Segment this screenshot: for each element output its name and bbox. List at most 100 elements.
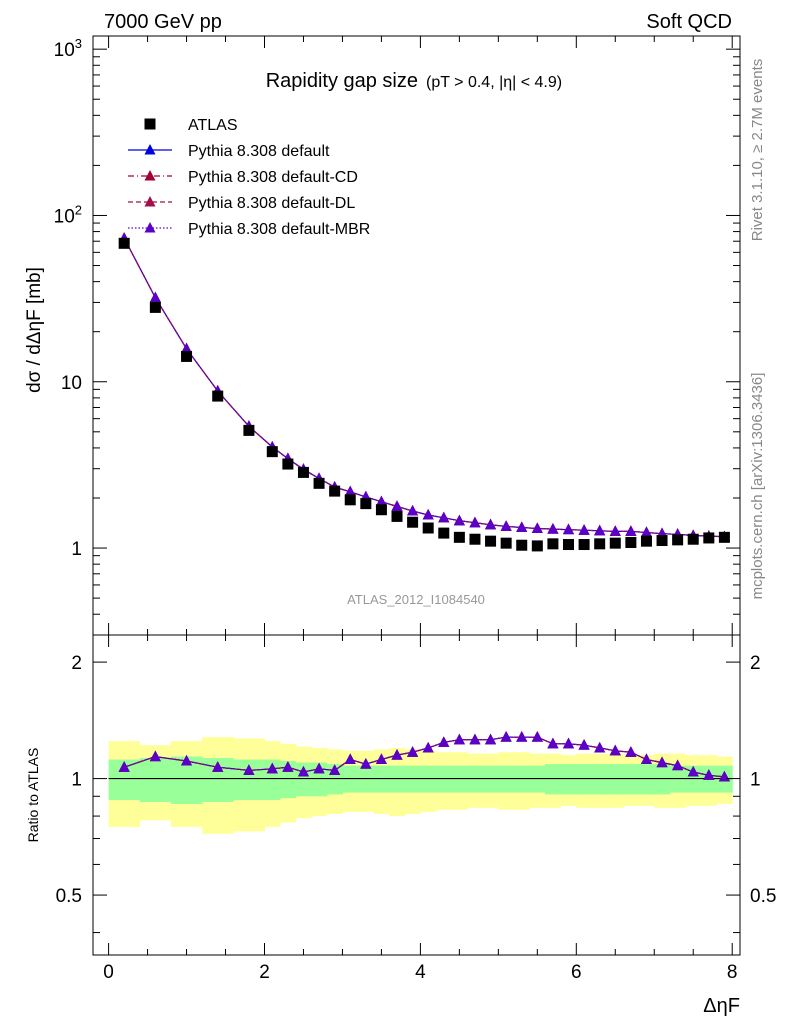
ratio-series-4-point xyxy=(485,733,497,745)
x-tick-label: 0 xyxy=(103,962,114,983)
legend-marker-4 xyxy=(144,222,156,233)
y-tick-label: 102 xyxy=(54,202,82,227)
atlas-point xyxy=(500,537,512,549)
ratio-series-4-point xyxy=(531,731,543,742)
main-axes: 1 10 102 103 xyxy=(54,36,740,636)
ratio-tick-label: 2 xyxy=(71,653,82,674)
ratio-tick-label-right: 0.5 xyxy=(750,886,776,907)
atlas-point xyxy=(282,458,294,470)
y-tick-label: 103 xyxy=(54,36,82,61)
ratio-series-4-point xyxy=(687,765,699,777)
ratio-series-4-point xyxy=(149,750,161,762)
chart-title: Rapidity gap size xyxy=(266,70,418,92)
atlas-point xyxy=(531,540,543,552)
series-4-point xyxy=(547,523,559,534)
ratio-series-4-point xyxy=(547,737,559,749)
ratio-band-inner xyxy=(607,764,624,795)
atlas-point xyxy=(391,510,403,522)
header-right: Soft QCD xyxy=(646,11,732,33)
legend-marker-atlas xyxy=(144,118,156,130)
series-4-point xyxy=(578,524,590,535)
ratio-series-4-point xyxy=(453,733,465,745)
series-4-point xyxy=(516,521,528,532)
ratio-series-4-point xyxy=(212,761,224,772)
atlas-point xyxy=(118,237,130,249)
series-4-point xyxy=(500,520,512,531)
ratio-series-4-point xyxy=(563,737,575,749)
series-4-point xyxy=(485,518,497,530)
y-tick-label: 1 xyxy=(71,539,82,560)
ratio-series-4-point xyxy=(438,736,450,747)
x-tick-label: 6 xyxy=(571,962,582,983)
series-4-point xyxy=(453,514,465,526)
atlas-point xyxy=(344,494,356,506)
ratio-series-4-point xyxy=(297,765,309,777)
series-4-point xyxy=(407,505,419,516)
series-line-1 xyxy=(123,237,725,538)
ratio-series-4-point xyxy=(516,731,528,742)
legend-marker-2 xyxy=(144,170,156,181)
series-4-point xyxy=(609,525,621,536)
ratio-panel: 0.5 0.5 1 1 2 2 0 2 4 6 8 xyxy=(56,634,776,983)
series-4-point xyxy=(531,522,543,534)
series-4-point xyxy=(625,525,637,536)
main-panel: 1 10 102 103 Rapidity gap size (pT > 0.4, |… xyxy=(54,35,741,636)
series-4-point xyxy=(563,523,575,535)
series-4-point xyxy=(594,524,606,536)
atlas-point xyxy=(453,531,465,543)
ratio-band-inner xyxy=(576,764,593,795)
series-4-point xyxy=(375,495,387,507)
header-left: 7000 GeV pp xyxy=(104,11,222,33)
ratio-band-inner xyxy=(654,764,671,795)
atlas-point xyxy=(422,522,434,534)
ratio-axes: 0.5 0.5 1 1 2 2 0 2 4 6 8 xyxy=(56,635,776,983)
ratio-series-4-point xyxy=(243,764,255,775)
ratio-series-4-point xyxy=(594,741,606,753)
atlas-point xyxy=(563,539,575,551)
legend-label-3: Pythia 8.308 default-DL xyxy=(188,195,355,212)
atlas-point xyxy=(266,446,278,458)
series-4-point xyxy=(469,516,481,528)
ratio-series-4-point xyxy=(703,769,715,780)
ratio-series-4-point xyxy=(118,761,130,772)
ratio-band-inner xyxy=(560,764,577,795)
series-4-point xyxy=(640,526,652,538)
ratio-marks xyxy=(108,731,733,834)
legend-label-2: Pythia 8.308 default-CD xyxy=(188,169,358,186)
series-4-point xyxy=(149,291,161,303)
series-line-2 xyxy=(123,237,725,538)
atlas-point xyxy=(485,535,497,547)
ratio-series-4-point xyxy=(181,755,193,766)
series-line-4 xyxy=(123,237,725,538)
atlas-point xyxy=(360,498,372,510)
atlas-point xyxy=(687,533,699,545)
ratio-series-4-point xyxy=(266,762,278,774)
ratio-band-inner xyxy=(264,759,281,801)
ratio-axis-label: Ratio to ATLAS xyxy=(25,748,41,843)
atlas-point xyxy=(469,533,481,545)
atlas-point xyxy=(297,466,309,478)
y-tick-label: 10 xyxy=(61,373,82,394)
analysis-label: ATLAS_2012_I1084540 xyxy=(347,592,485,607)
chart-subtitle: (pT > 0.4, |η| < 4.9) xyxy=(426,74,562,91)
series-4-point xyxy=(438,511,450,523)
ratio-series-4-point xyxy=(656,756,668,768)
ratio-band-inner xyxy=(623,764,640,795)
series-4-point xyxy=(344,485,356,497)
x-tick-label: 8 xyxy=(727,962,738,983)
atlas-point xyxy=(640,535,652,547)
atlas-point xyxy=(703,532,715,544)
ratio-band-inner xyxy=(545,764,562,795)
ratio-series-4-point xyxy=(375,753,387,765)
ratio-series-4-point xyxy=(329,764,341,775)
ratio-series-4-point xyxy=(640,753,652,765)
series-4-point xyxy=(391,500,403,511)
atlas-point xyxy=(181,350,193,362)
ratio-series-4-point xyxy=(344,753,356,765)
ratio-tick-label-right: 1 xyxy=(750,770,761,791)
mcplots-label: mcplots.cern.ch [arXiv:1306.3436] xyxy=(749,373,766,600)
ratio-tick-label-right: 2 xyxy=(750,653,761,674)
atlas-point xyxy=(313,477,325,489)
x-tick-label: 2 xyxy=(259,962,270,983)
